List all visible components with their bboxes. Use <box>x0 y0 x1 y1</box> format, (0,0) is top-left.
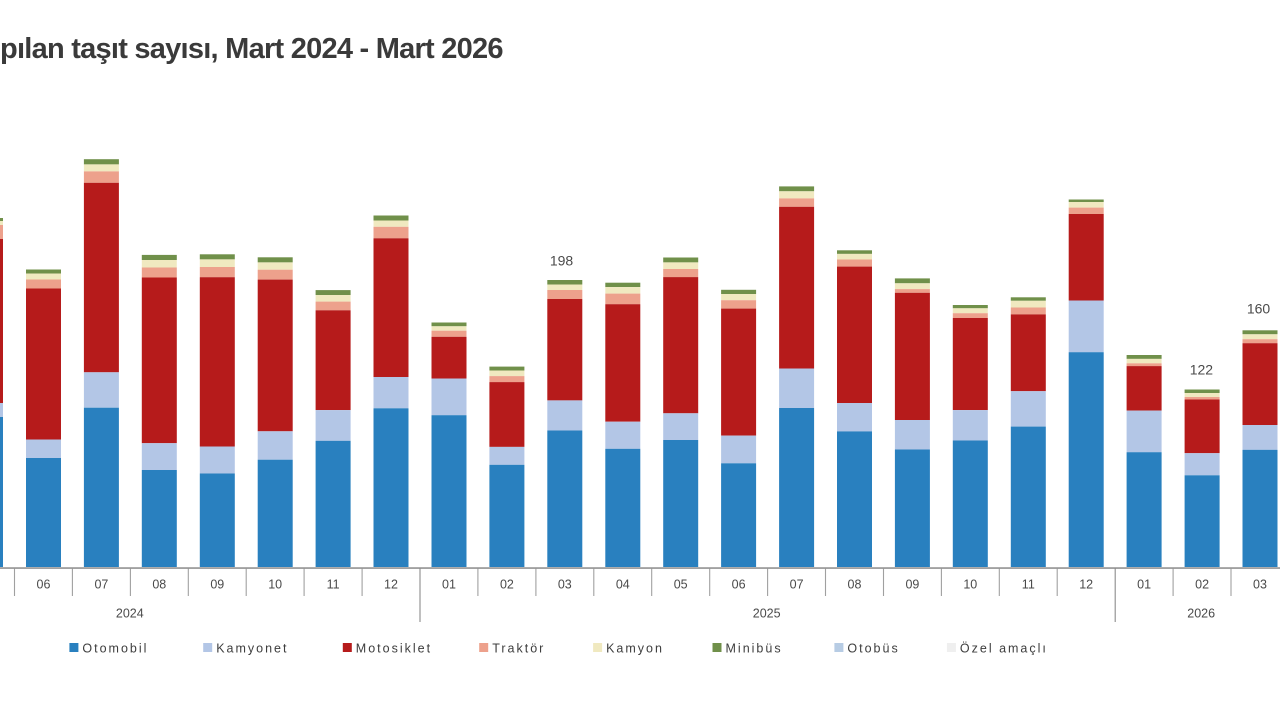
svg-text:2026: 2026 <box>1187 607 1215 621</box>
svg-text:Özel amaçlı: Özel amaçlı <box>960 642 1048 656</box>
svg-text:2025: 2025 <box>753 607 781 621</box>
svg-text:11: 11 <box>1022 578 1035 592</box>
svg-text:01: 01 <box>1137 578 1151 592</box>
svg-text:Traktör: Traktör <box>492 642 545 656</box>
svg-text:pılan taşıt sayısı, Mart 2024: pılan taşıt sayısı, Mart 2024 - Mart 202… <box>0 33 503 65</box>
svg-text:Otomobil: Otomobil <box>82 642 148 656</box>
svg-text:07: 07 <box>790 578 804 592</box>
svg-text:160: 160 <box>1247 301 1271 317</box>
svg-text:06: 06 <box>732 578 746 592</box>
svg-text:Minibüs: Minibüs <box>726 642 783 656</box>
svg-text:2024: 2024 <box>116 607 144 621</box>
svg-text:10: 10 <box>963 578 977 592</box>
svg-text:122: 122 <box>1190 362 1214 378</box>
svg-text:02: 02 <box>500 578 514 592</box>
svg-text:03: 03 <box>558 578 572 592</box>
svg-text:10: 10 <box>268 578 282 592</box>
svg-text:06: 06 <box>37 578 51 592</box>
svg-text:08: 08 <box>152 578 166 592</box>
svg-text:Motosiklet: Motosiklet <box>356 642 432 656</box>
svg-text:01: 01 <box>442 578 456 592</box>
svg-text:03: 03 <box>1253 578 1267 592</box>
svg-text:Kamyon: Kamyon <box>606 642 664 656</box>
svg-text:198: 198 <box>550 253 574 269</box>
svg-text:Otobüs: Otobüs <box>847 642 899 656</box>
svg-text:09: 09 <box>905 578 919 592</box>
svg-text:12: 12 <box>384 578 398 592</box>
svg-text:02: 02 <box>1195 578 1209 592</box>
svg-text:07: 07 <box>94 578 108 592</box>
svg-text:04: 04 <box>616 578 630 592</box>
svg-text:11: 11 <box>327 578 340 592</box>
svg-text:09: 09 <box>210 578 224 592</box>
svg-text:12: 12 <box>1079 578 1093 592</box>
svg-text:05: 05 <box>674 578 688 592</box>
svg-text:08: 08 <box>848 578 862 592</box>
svg-text:Kamyonet: Kamyonet <box>216 642 288 656</box>
